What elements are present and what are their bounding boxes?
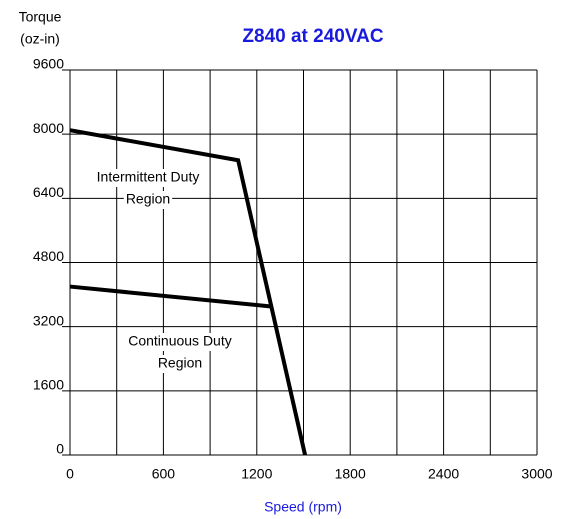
series-line: [69, 284, 273, 309]
annotation: Intermittent Duty: [97, 169, 200, 185]
annotation-background: [155, 355, 205, 373]
x-tick-label: 600: [152, 466, 176, 482]
x-tick-label: 1200: [241, 466, 272, 482]
y-tick-label: 6400: [33, 184, 64, 200]
annotation-background: [94, 169, 202, 187]
y-tick-label: 8000: [33, 120, 64, 136]
annotation-background: [126, 333, 234, 351]
x-axis-label: Speed (rpm): [264, 499, 342, 515]
annotation-background: [123, 191, 173, 209]
chart-title: Z840 at 240VAC: [242, 26, 383, 47]
annotation: Region: [126, 191, 170, 207]
y-tick-label: 1600: [33, 377, 64, 393]
y-tick-label: 9600: [33, 56, 64, 72]
annotation: Continuous Duty: [128, 333, 232, 349]
y-tick-label: 0: [56, 441, 64, 457]
x-tick-label: 2400: [428, 466, 459, 482]
annotation: Region: [158, 355, 202, 371]
y-tick-label: 4800: [33, 248, 64, 264]
y-axis-label: (oz-in): [20, 31, 60, 47]
x-tick-label: 0: [66, 466, 74, 482]
y-axis-label: Torque: [19, 9, 62, 25]
x-tick-label: 3000: [521, 466, 552, 482]
y-tick-label: 3200: [33, 312, 64, 328]
x-tick-label: 1800: [335, 466, 366, 482]
series-line: [69, 128, 308, 456]
